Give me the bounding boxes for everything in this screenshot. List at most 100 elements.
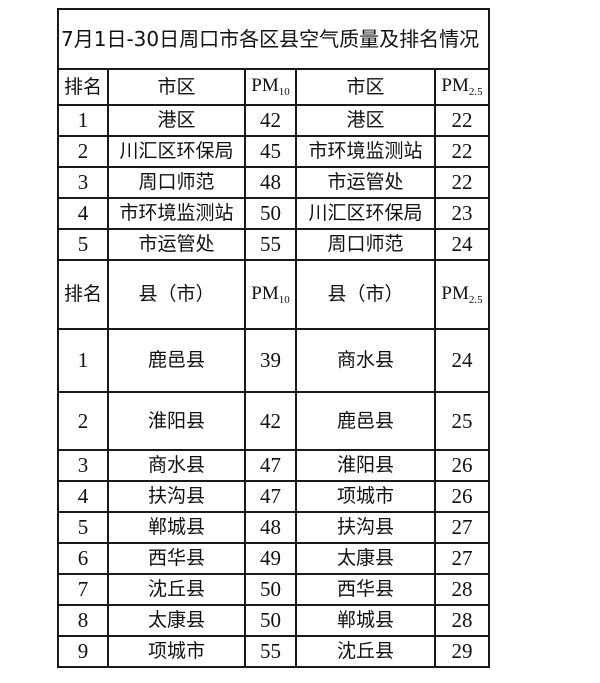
area-pm10-header: 县（市） (107, 259, 246, 330)
pm25-subscript: 2.5 (468, 293, 483, 306)
table-row: 8 太康县 50 郸城县 28 (57, 604, 490, 637)
pm25-value: 22 (434, 135, 490, 168)
table-row: 1 港区 42 港区 22 (57, 104, 490, 137)
area-pm25-cell: 川汇区环保局 (295, 197, 436, 230)
rank-cell: 5 (57, 228, 109, 261)
pm25-value: 24 (434, 228, 490, 261)
area-pm25-cell: 扶沟县 (295, 511, 436, 544)
pm25-value: 27 (434, 511, 490, 544)
pm25-value: 26 (434, 449, 490, 482)
area-pm10-cell: 淮阳县 (107, 391, 246, 451)
pm10-value: 47 (244, 449, 297, 482)
rank-cell: 1 (57, 328, 109, 393)
pm25-value: 28 (434, 573, 490, 606)
pm10-value: 42 (244, 391, 297, 451)
air-quality-table: 7月1日-30日周口市各区县空气质量及排名情况 排名 市区 PM10 市区 PM… (57, 8, 490, 668)
pm10-value: 48 (244, 511, 297, 544)
pm25-value: 24 (434, 328, 490, 393)
table-title: 7月1日-30日周口市各区县空气质量及排名情况 (57, 8, 490, 70)
table-row: 1 鹿邑县 39 商水县 24 (57, 328, 490, 393)
area-pm10-cell: 川汇区环保局 (107, 135, 246, 168)
pm25-header: PM2.5 (434, 259, 490, 330)
table-row: 6 西华县 49 太康县 27 (57, 542, 490, 575)
rank-header: 排名 (57, 68, 109, 106)
pm25-value: 22 (434, 166, 490, 199)
table-row: 5 市运管处 55 周口师范 24 (57, 228, 490, 261)
pm10-label: PM (251, 282, 279, 304)
rank-cell: 3 (57, 449, 109, 482)
area-pm25-cell: 淮阳县 (295, 449, 436, 482)
rank-cell: 5 (57, 511, 109, 544)
rank-cell: 7 (57, 573, 109, 606)
pm10-value: 50 (244, 197, 297, 230)
pm25-value: 23 (434, 197, 490, 230)
pm10-subscript: 10 (278, 293, 290, 306)
area-pm10-cell: 鹿邑县 (107, 328, 246, 393)
pm10-subscript: 10 (278, 86, 290, 98)
area-pm25-cell: 西华县 (295, 573, 436, 606)
pm25-value: 22 (434, 104, 490, 137)
pm10-value: 48 (244, 166, 297, 199)
pm25-subscript: 2.5 (468, 86, 483, 98)
pm10-label: PM (251, 75, 279, 96)
rank-cell: 1 (57, 104, 109, 137)
pm10-value: 42 (244, 104, 297, 137)
table-row: 7 沈丘县 50 西华县 28 (57, 573, 490, 606)
rank-cell: 2 (57, 391, 109, 451)
area-pm10-cell: 市运管处 (107, 228, 246, 261)
header-row: 排名 县（市） PM10 县（市） PM2.5 (57, 259, 490, 330)
rank-cell: 6 (57, 542, 109, 575)
pm10-value: 49 (244, 542, 297, 575)
area-pm25-header: 市区 (295, 68, 436, 106)
table-row: 2 淮阳县 42 鹿邑县 25 (57, 391, 490, 451)
area-pm10-cell: 太康县 (107, 604, 246, 637)
table-row: 5 郸城县 48 扶沟县 27 (57, 511, 490, 544)
area-pm10-cell: 市环境监测站 (107, 197, 246, 230)
area-pm25-cell: 市运管处 (295, 166, 436, 199)
pm25-value: 27 (434, 542, 490, 575)
area-pm25-cell: 商水县 (295, 328, 436, 393)
pm10-value: 45 (244, 135, 297, 168)
area-pm25-cell: 市环境监测站 (295, 135, 436, 168)
table-row: 4 市环境监测站 50 川汇区环保局 23 (57, 197, 490, 230)
area-pm10-cell: 项城市 (107, 635, 246, 668)
area-pm10-cell: 周口师范 (107, 166, 246, 199)
rank-cell: 4 (57, 197, 109, 230)
rank-cell: 9 (57, 635, 109, 668)
area-pm25-cell: 港区 (295, 104, 436, 137)
area-pm25-cell: 项城市 (295, 480, 436, 513)
table-row: 9 项城市 55 沈丘县 29 (57, 635, 490, 668)
area-pm25-cell: 郸城县 (295, 604, 436, 637)
area-pm10-cell: 扶沟县 (107, 480, 246, 513)
table-row: 3 商水县 47 淮阳县 26 (57, 449, 490, 482)
area-pm25-cell: 周口师范 (295, 228, 436, 261)
rank-cell: 3 (57, 166, 109, 199)
rank-cell: 2 (57, 135, 109, 168)
area-pm25-cell: 沈丘县 (295, 635, 436, 668)
header-row: 排名 市区 PM10 市区 PM2.5 (57, 68, 490, 106)
pm10-header: PM10 (244, 68, 297, 106)
table-row: 3 周口师范 48 市运管处 22 (57, 166, 490, 199)
area-pm10-cell: 港区 (107, 104, 246, 137)
pm10-value: 50 (244, 604, 297, 637)
pm25-value: 28 (434, 604, 490, 637)
pm25-value: 29 (434, 635, 490, 668)
area-pm10-cell: 商水县 (107, 449, 246, 482)
pm25-value: 25 (434, 391, 490, 451)
rank-cell: 4 (57, 480, 109, 513)
area-pm10-cell: 沈丘县 (107, 573, 246, 606)
pm25-header: PM2.5 (434, 68, 490, 106)
pm25-value: 26 (434, 480, 490, 513)
area-pm10-header: 市区 (107, 68, 246, 106)
pm10-value: 47 (244, 480, 297, 513)
pm10-header: PM10 (244, 259, 297, 330)
pm10-value: 50 (244, 573, 297, 606)
rank-header: 排名 (57, 259, 109, 330)
area-pm25-header: 县（市） (295, 259, 436, 330)
pm10-value: 55 (244, 635, 297, 668)
pm10-value: 55 (244, 228, 297, 261)
area-pm10-cell: 西华县 (107, 542, 246, 575)
area-pm25-cell: 鹿邑县 (295, 391, 436, 451)
area-pm10-cell: 郸城县 (107, 511, 246, 544)
table-row: 4 扶沟县 47 项城市 26 (57, 480, 490, 513)
